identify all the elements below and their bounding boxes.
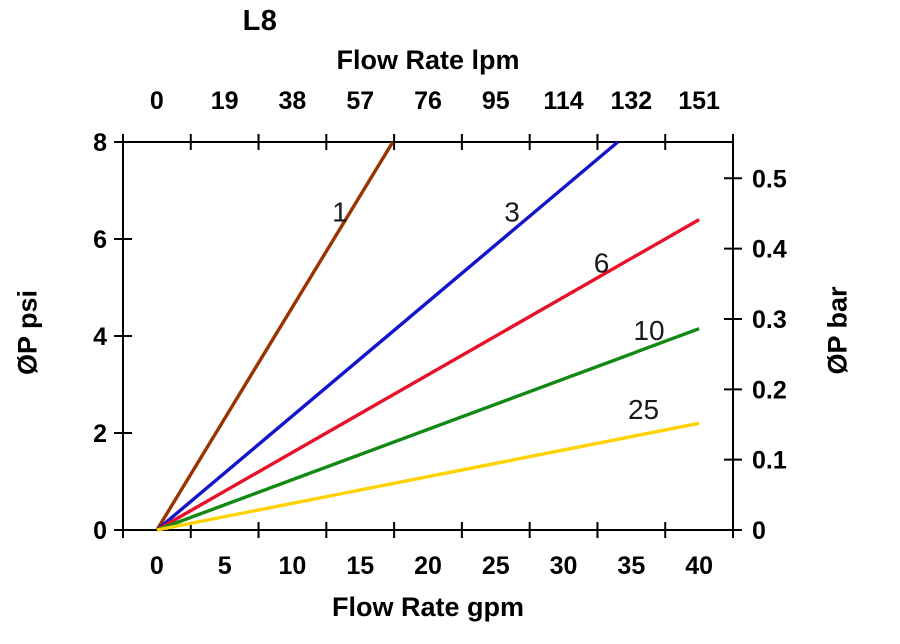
series-line-3 xyxy=(155,140,619,532)
series-label-6: 6 xyxy=(594,247,610,278)
series-line-25 xyxy=(156,421,700,532)
top-axis-tick-label: 38 xyxy=(279,87,307,115)
left-axis-tick-label: 4 xyxy=(93,323,107,351)
top-axis-tick-label: 19 xyxy=(211,87,239,115)
bottom-axis-tick-label: 40 xyxy=(685,552,713,580)
bottom-axis-tick-label: 20 xyxy=(414,552,442,580)
right-axis-tick-label: 0 xyxy=(752,517,766,545)
top-axis-tick-label: 151 xyxy=(678,87,720,115)
top-axis-title: Flow Rate lpm xyxy=(336,45,520,75)
bottom-axis-title: Flow Rate gpm xyxy=(331,592,524,622)
bottom-axis-tick-label: 30 xyxy=(550,552,578,580)
right-axis-tick-label: 0.1 xyxy=(752,447,787,475)
series-line-1 xyxy=(155,141,395,531)
series-line-6 xyxy=(156,218,700,532)
series-line-10 xyxy=(156,327,700,532)
top-axis-tick-label: 57 xyxy=(346,87,374,115)
series-label-10: 10 xyxy=(633,315,664,346)
bottom-axis-tick-label: 15 xyxy=(346,552,374,580)
top-axis-tick-label: 0 xyxy=(150,87,164,115)
bottom-axis-tick-label: 10 xyxy=(279,552,307,580)
top-axis-tick-label: 114 xyxy=(543,87,583,115)
top-axis-tick-label: 95 xyxy=(482,87,510,115)
chart-title: L8 xyxy=(242,5,278,37)
left-axis-tick-label: 6 xyxy=(93,226,107,254)
bottom-axis-tick-label: 0 xyxy=(150,552,164,580)
right-axis-tick-label: 0.2 xyxy=(752,376,787,404)
left-axis-tick-label: 8 xyxy=(93,129,107,157)
left-axis-tick-label: 0 xyxy=(93,517,107,545)
left-axis-tick-label: 2 xyxy=(93,420,107,448)
series-label-3: 3 xyxy=(504,196,520,227)
bottom-axis-tick-label: 25 xyxy=(482,552,510,580)
bottom-axis-tick-label: 5 xyxy=(218,552,232,580)
right-axis-tick-label: 0.5 xyxy=(752,165,787,193)
bottom-axis-tick-label: 35 xyxy=(617,552,645,580)
right-axis-tick-label: 0.4 xyxy=(752,236,787,264)
top-axis-tick-label: 76 xyxy=(414,87,442,115)
series-label-1: 1 xyxy=(332,196,348,227)
series-label-25: 25 xyxy=(628,394,659,425)
right-axis-tick-label: 0.3 xyxy=(752,306,787,334)
top-axis-tick-label: 132 xyxy=(610,87,652,115)
